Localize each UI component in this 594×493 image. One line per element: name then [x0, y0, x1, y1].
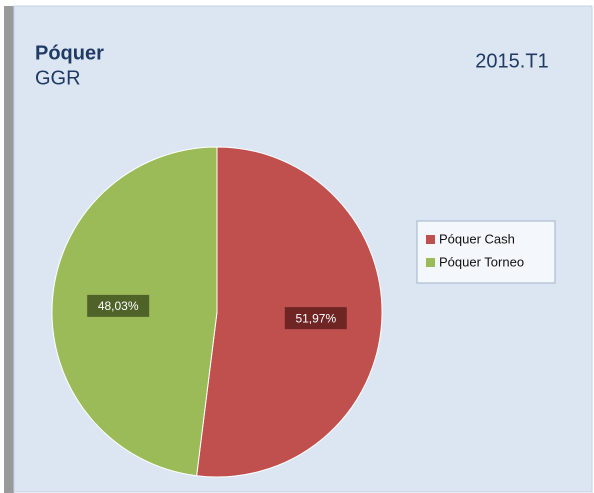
legend-swatch	[426, 235, 435, 244]
panel-shadow	[4, 6, 14, 493]
value-label-box	[87, 294, 150, 317]
value-label: 48,03%	[98, 299, 139, 313]
annotation: 2015.T1	[475, 50, 548, 72]
legend-box	[416, 220, 556, 284]
legend-label: Póquer Cash	[439, 231, 515, 246]
legend-swatch	[426, 258, 435, 267]
value-label-box	[284, 307, 347, 330]
legend-label: Póquer Torneo	[439, 254, 524, 269]
chart-title: Póquer	[35, 42, 104, 64]
chart-subtitle: GGR	[35, 67, 81, 89]
value-label: 51,97%	[295, 311, 336, 325]
